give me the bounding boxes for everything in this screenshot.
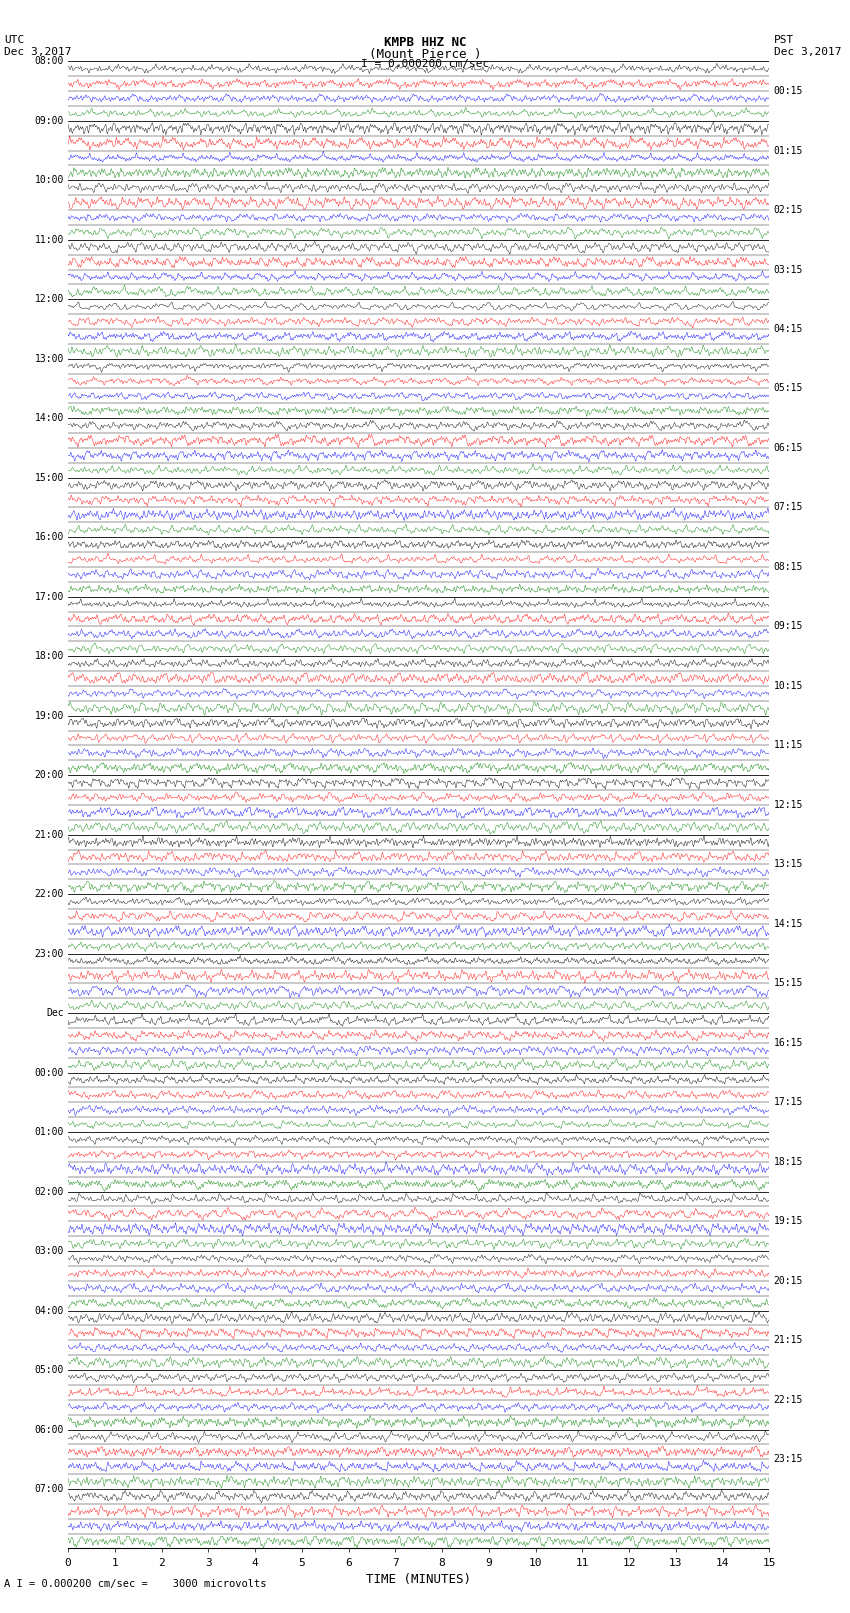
Text: (Mount Pierce ): (Mount Pierce ) [369,47,481,61]
Text: 01:00: 01:00 [34,1127,64,1137]
Text: 05:15: 05:15 [774,384,803,394]
Text: Dec: Dec [46,1008,64,1018]
Text: 01:15: 01:15 [774,145,803,155]
Text: 16:15: 16:15 [774,1037,803,1048]
Text: 16:00: 16:00 [34,532,64,542]
Text: 19:00: 19:00 [34,711,64,721]
Text: 07:00: 07:00 [34,1484,64,1494]
Text: 15:15: 15:15 [774,979,803,989]
Text: 19:15: 19:15 [774,1216,803,1226]
Text: 04:00: 04:00 [34,1305,64,1316]
Text: 07:15: 07:15 [774,503,803,513]
Text: 23:15: 23:15 [774,1455,803,1465]
Text: 22:00: 22:00 [34,889,64,898]
Text: 03:00: 03:00 [34,1247,64,1257]
X-axis label: TIME (MINUTES): TIME (MINUTES) [366,1573,471,1586]
Text: A I = 0.000200 cm/sec =    3000 microvolts: A I = 0.000200 cm/sec = 3000 microvolts [4,1579,267,1589]
Text: 14:15: 14:15 [774,919,803,929]
Text: 22:15: 22:15 [774,1395,803,1405]
Text: 02:00: 02:00 [34,1187,64,1197]
Text: 10:00: 10:00 [34,176,64,185]
Text: Dec 3,2017: Dec 3,2017 [4,47,71,56]
Text: PST: PST [774,35,794,45]
Text: 08:00: 08:00 [34,56,64,66]
Text: 11:00: 11:00 [34,235,64,245]
Text: 02:15: 02:15 [774,205,803,215]
Text: 09:15: 09:15 [774,621,803,631]
Text: KMPB HHZ NC: KMPB HHZ NC [383,37,467,50]
Text: 03:15: 03:15 [774,265,803,274]
Text: 17:00: 17:00 [34,592,64,602]
Text: 00:15: 00:15 [774,85,803,97]
Text: 10:15: 10:15 [774,681,803,690]
Text: I = 0.000200 cm/sec: I = 0.000200 cm/sec [361,58,489,69]
Text: 05:00: 05:00 [34,1365,64,1374]
Text: 12:00: 12:00 [34,294,64,305]
Text: 20:00: 20:00 [34,769,64,781]
Text: 06:15: 06:15 [774,444,803,453]
Text: 18:15: 18:15 [774,1157,803,1166]
Text: 13:00: 13:00 [34,353,64,363]
Text: 04:15: 04:15 [774,324,803,334]
Text: 08:15: 08:15 [774,561,803,573]
Text: 09:00: 09:00 [34,116,64,126]
Text: 15:00: 15:00 [34,473,64,482]
Text: 20:15: 20:15 [774,1276,803,1286]
Text: 21:15: 21:15 [774,1336,803,1345]
Text: 14:00: 14:00 [34,413,64,423]
Text: 13:15: 13:15 [774,860,803,869]
Text: 11:15: 11:15 [774,740,803,750]
Text: 06:00: 06:00 [34,1424,64,1434]
Text: UTC: UTC [4,35,25,45]
Text: 00:00: 00:00 [34,1068,64,1077]
Text: Dec 3,2017: Dec 3,2017 [774,47,841,56]
Text: 12:15: 12:15 [774,800,803,810]
Text: 21:00: 21:00 [34,829,64,840]
Text: 17:15: 17:15 [774,1097,803,1107]
Text: 18:00: 18:00 [34,652,64,661]
Text: 23:00: 23:00 [34,948,64,958]
